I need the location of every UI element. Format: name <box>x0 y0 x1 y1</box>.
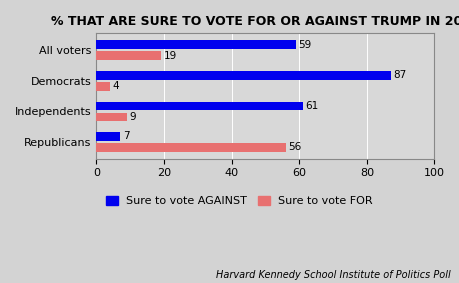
Text: 19: 19 <box>163 51 176 61</box>
Text: 59: 59 <box>298 40 311 50</box>
Bar <box>96 82 110 91</box>
Bar <box>96 52 160 60</box>
Bar <box>96 143 285 152</box>
Title: % THAT ARE SURE TO VOTE FOR OR AGAINST TRUMP IN 2020: % THAT ARE SURE TO VOTE FOR OR AGAINST T… <box>51 15 459 28</box>
Text: 9: 9 <box>129 112 136 122</box>
Text: 7: 7 <box>123 131 129 142</box>
Bar <box>96 102 302 110</box>
Bar <box>96 71 390 80</box>
Text: Harvard Kennedy School Institute of Politics Poll: Harvard Kennedy School Institute of Poli… <box>216 270 450 280</box>
Text: 61: 61 <box>305 101 318 111</box>
Bar <box>96 113 127 121</box>
Legend: Sure to vote AGAINST, Sure to vote FOR: Sure to vote AGAINST, Sure to vote FOR <box>102 192 377 211</box>
Bar <box>96 132 120 141</box>
Text: 87: 87 <box>392 70 406 80</box>
Text: 4: 4 <box>112 81 119 91</box>
Bar <box>96 40 295 49</box>
Text: 56: 56 <box>288 142 301 153</box>
